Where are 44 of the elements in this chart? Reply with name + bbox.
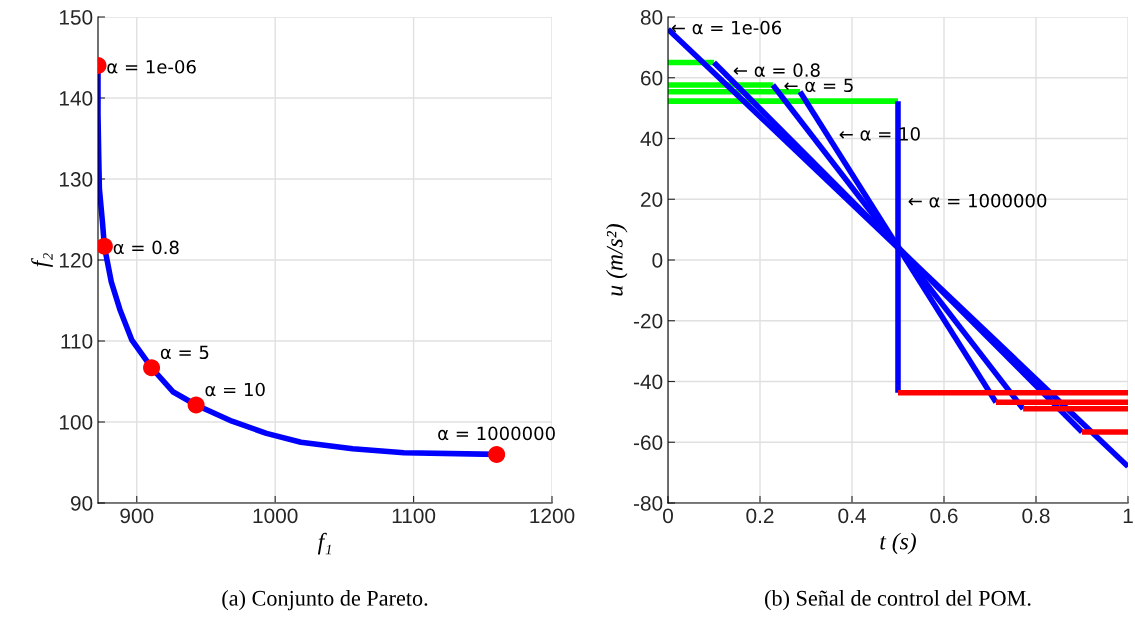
annotation: α = 1000000 <box>438 426 555 441</box>
annotation: α = 1e-06 <box>107 59 196 74</box>
y-tick-label: 80 <box>640 10 663 25</box>
x-tick-label: 0 <box>663 508 673 524</box>
y-tick-label: -60 <box>633 435 663 450</box>
y-tick-label: 20 <box>641 192 663 207</box>
x-axis-title: f₁ <box>317 532 331 555</box>
x-tick-label: 0.4 <box>838 508 866 524</box>
x-tick-label: 0.6 <box>930 508 958 524</box>
y-tick-label: 140 <box>59 91 93 106</box>
y-tick-label: 60 <box>641 70 663 86</box>
y-tick-label: 100 <box>59 415 93 430</box>
x-tick-label: 1200 <box>530 508 575 524</box>
annotation: α = 5 <box>160 345 209 360</box>
annotation: ← α = 5 <box>784 78 853 93</box>
y-tick-label: 40 <box>640 131 663 147</box>
point <box>187 396 205 414</box>
annotation: α = 10 <box>205 382 265 397</box>
x-tick-label: 0.2 <box>746 508 774 524</box>
point <box>143 359 161 377</box>
y-tick-label: -40 <box>633 374 663 390</box>
y-tick-label: 0 <box>652 253 663 268</box>
y-tick-label: -80 <box>633 496 663 511</box>
annotation: ← α = 1000000 <box>908 193 1047 208</box>
point <box>488 445 506 463</box>
y-tick-label: 150 <box>59 10 93 25</box>
x-tick-label: 0.8 <box>1022 508 1050 524</box>
text: (a) Conjunto de Pareto. <box>222 590 428 611</box>
y-tick-label: 130 <box>59 172 93 187</box>
y-tick-label: 110 <box>61 334 93 349</box>
x-tick-label: 1100 <box>392 508 436 524</box>
text: (b) Señal de control del POM. <box>765 590 1031 611</box>
y-tick-label: 120 <box>59 253 93 268</box>
y-axis-title: f₂ <box>31 253 53 268</box>
x-tick-label: 1000 <box>253 508 298 524</box>
y-tick-label: 90 <box>70 496 93 511</box>
x-tick-label: 1 <box>1123 508 1133 523</box>
annotation: ← α = 1e-06 <box>671 20 782 35</box>
y-axis-title: u (m/s²) <box>606 224 628 296</box>
y-tick-label: -20 <box>633 313 663 329</box>
annotation: ← α = 0.8 <box>733 63 820 77</box>
x-tick-label: 900 <box>120 508 154 524</box>
annotation: α = 0.8 <box>113 240 179 255</box>
x-axis-title: t (s) <box>880 532 916 555</box>
